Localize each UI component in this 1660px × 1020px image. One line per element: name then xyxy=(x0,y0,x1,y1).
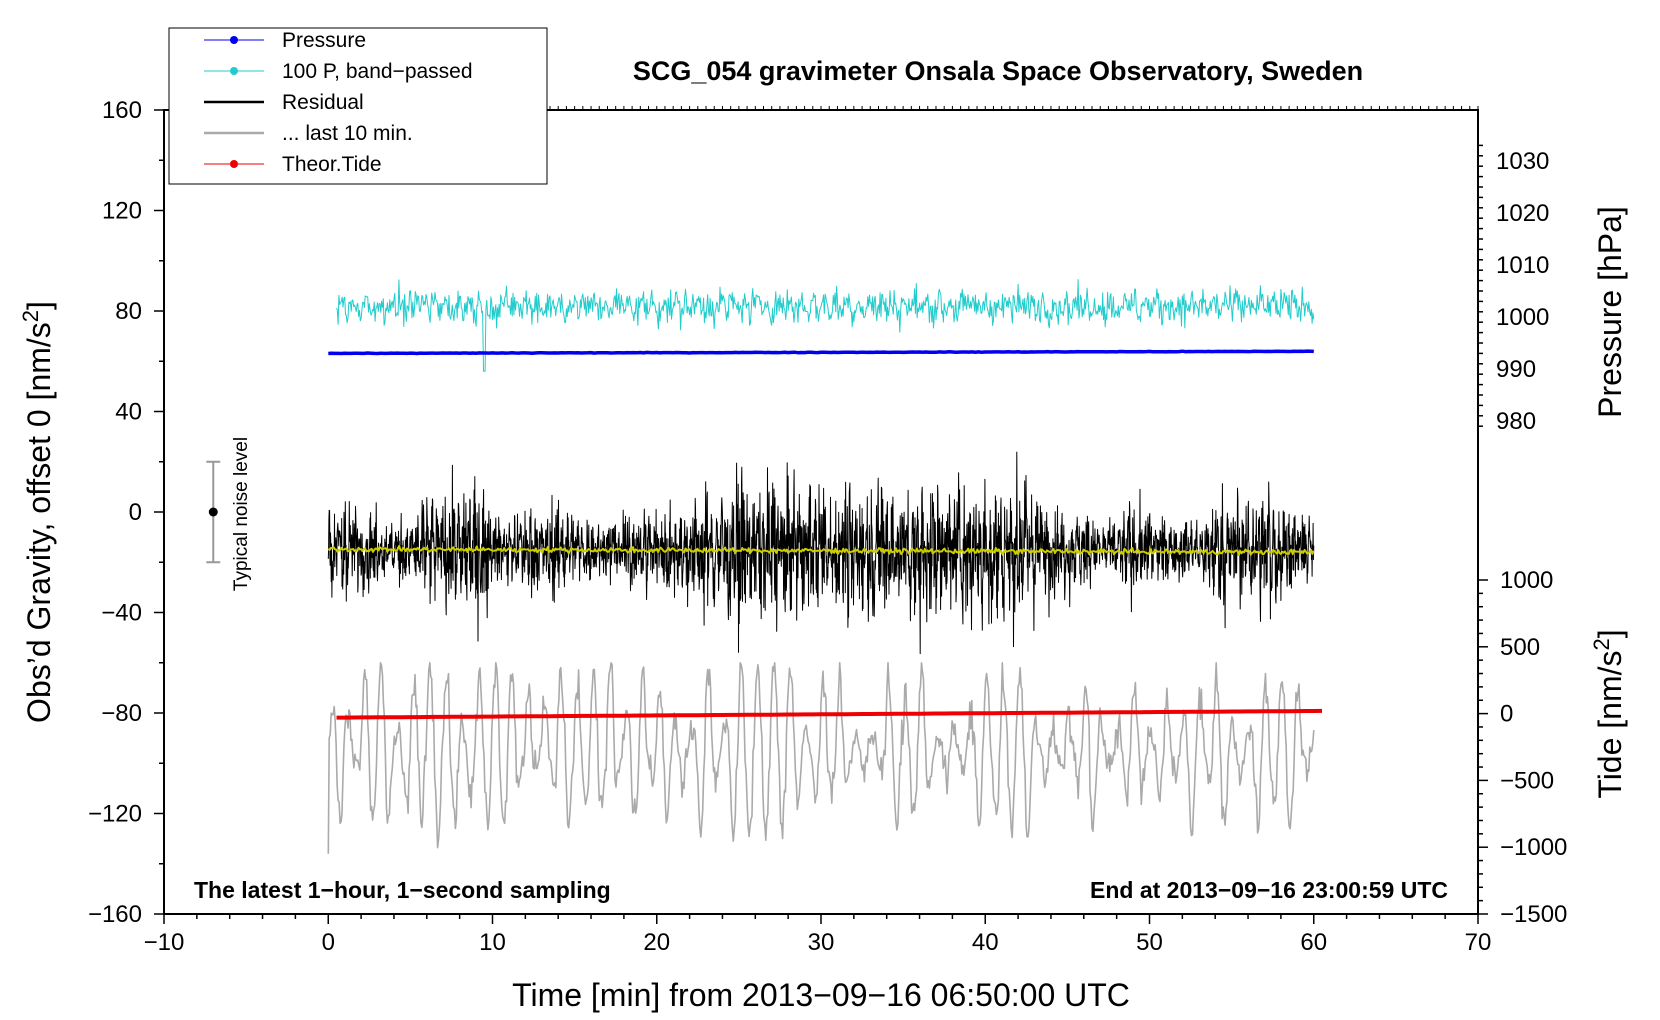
pressure-tick-label: 1000 xyxy=(1496,304,1549,331)
x-tick-label: 20 xyxy=(643,929,670,956)
series-pressure xyxy=(328,349,1314,356)
pressure-tick-label: 1020 xyxy=(1496,200,1549,227)
tide-tick-label: −1500 xyxy=(1500,901,1567,928)
legend-items: Pressure 100 P, band−passed Residual ... la… xyxy=(204,29,473,176)
x-tick-label: 10 xyxy=(479,929,506,956)
axes-layer: −10 0 10 20 30 40 50 60 70−160−120−80−4004080120… xyxy=(88,97,1567,956)
y-tick-label: 80 xyxy=(115,298,142,325)
pressure-tick-label: 980 xyxy=(1496,408,1536,435)
x-tick-label: 70 xyxy=(1465,929,1492,956)
tide-tick-label: −1000 xyxy=(1500,834,1567,861)
noise-level-indicator: Typical noise level xyxy=(206,437,252,591)
x-tick-label: −10 xyxy=(144,929,185,956)
series-pressure-bandpassed xyxy=(336,279,1315,372)
y-tick-label: 0 xyxy=(129,499,142,526)
noise-level-label: Typical noise level xyxy=(231,437,252,591)
left-axis-title: Obs’d Gravity, offset 0 [nm/s2] xyxy=(18,301,57,723)
bottom-left-note: The latest 1−hour, 1−second sampling xyxy=(194,877,611,903)
series-residual-smoothed xyxy=(327,544,1315,556)
y-tick-label: −40 xyxy=(101,600,142,627)
pressure-tick-label: 1030 xyxy=(1496,148,1549,175)
legend-label: ... last 10 min. xyxy=(282,122,413,145)
y-tick-label: 160 xyxy=(102,97,142,124)
legend: Pressure 100 P, band−passed Residual ... la… xyxy=(168,27,548,185)
legend-label: 100 P, band−passed xyxy=(282,60,473,83)
legend-label: Theor.Tide xyxy=(282,153,382,176)
legend-box xyxy=(168,27,548,185)
series-layer xyxy=(327,279,1323,854)
y-tick-label: 120 xyxy=(102,198,142,225)
y-tick-label: 40 xyxy=(115,399,142,426)
x-tick-label: 50 xyxy=(1136,929,1163,956)
y-tick-label: −160 xyxy=(88,901,142,928)
noise-level-dot xyxy=(208,507,218,517)
pressure-tick-label: 990 xyxy=(1496,356,1536,383)
tide-tick-label: −500 xyxy=(1500,767,1554,794)
x-axis-title: Time [min] from 2013−09−16 06:50:00 UTC xyxy=(512,977,1130,1013)
legend-marker xyxy=(230,67,238,75)
tide-axis-title: Tide [nm/s2] xyxy=(1589,629,1628,798)
x-tick-label: 0 xyxy=(322,929,335,956)
series-theor-tide xyxy=(336,708,1323,720)
legend-label: Pressure xyxy=(282,29,366,52)
legend-marker xyxy=(230,36,238,44)
tide-tick-label: 500 xyxy=(1500,634,1540,661)
y-tick-label: −80 xyxy=(101,700,142,727)
y-tick-label: −120 xyxy=(88,801,142,828)
bottom-right-note: End at 2013−09−16 23:00:59 UTC xyxy=(1090,877,1448,903)
legend-label: Residual xyxy=(282,91,364,114)
x-tick-label: 60 xyxy=(1300,929,1327,956)
series-residual xyxy=(327,451,1315,655)
pressure-axis-title: Pressure [hPa] xyxy=(1592,206,1628,418)
tide-tick-label: 1000 xyxy=(1500,567,1553,594)
chart-title: SCG_054 gravimeter Onsala Space Observat… xyxy=(633,56,1363,86)
x-tick-label: 40 xyxy=(972,929,999,956)
legend-marker xyxy=(230,160,238,168)
pressure-tick-label: 1010 xyxy=(1496,252,1549,279)
x-tick-label: 30 xyxy=(808,929,835,956)
tide-tick-label: 0 xyxy=(1500,701,1513,728)
